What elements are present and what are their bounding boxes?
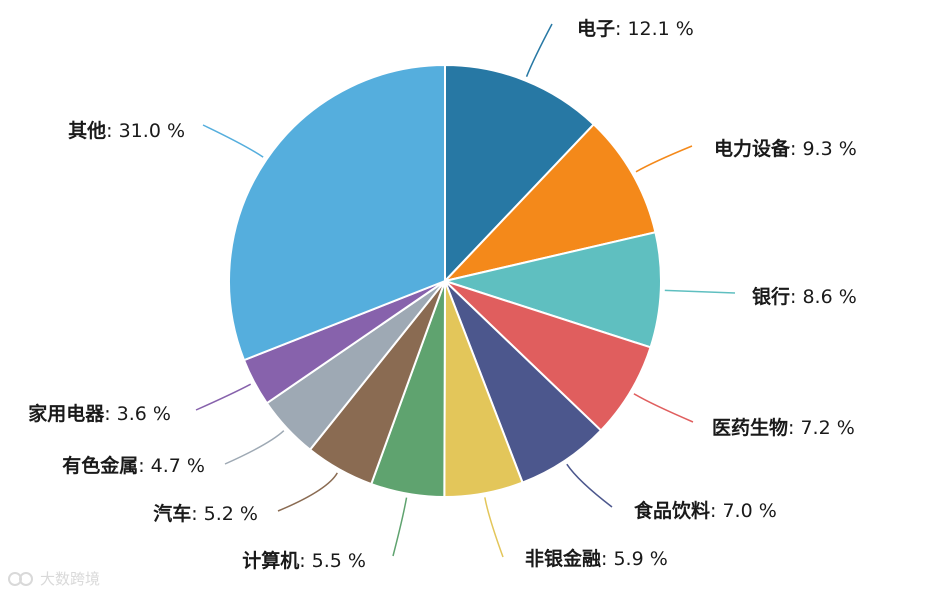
slice-label-name: 电子 xyxy=(577,17,615,40)
pie-slice-11 xyxy=(228,63,446,362)
slice-label-name: 银行 xyxy=(752,285,790,308)
slice-label-6: 非银金融: 5.9 % xyxy=(525,547,668,570)
leader-line-11 xyxy=(202,124,264,158)
leader-line-8 xyxy=(277,472,338,512)
watermark-text: 大数跨境 xyxy=(40,570,101,588)
pie-slice-2 xyxy=(441,122,657,283)
slice-label-9: 有色金属: 4.7 % xyxy=(62,454,205,477)
watermark: 大数跨境 xyxy=(8,568,100,589)
slice-label-value: : 12.1 % xyxy=(615,18,694,40)
slice-label-value: : 8.6 % xyxy=(790,286,857,308)
slice-label-value: : 7.2 % xyxy=(788,417,855,439)
slice-label-name: 其他 xyxy=(68,119,106,142)
leader-line-1 xyxy=(525,23,553,77)
slice-label-name: 电力设备 xyxy=(714,137,791,160)
slice-label-name: 家用电器 xyxy=(28,402,105,425)
pie-slice-3 xyxy=(441,231,662,349)
slice-label-value: : 4.7 % xyxy=(138,455,205,477)
slice-label-name: 汽车 xyxy=(153,502,191,525)
pie-slice-1 xyxy=(444,63,596,284)
slice-label-5: 食品饮料: 7.0 % xyxy=(634,499,777,522)
slice-label-8: 汽车: 5.2 % xyxy=(153,502,258,525)
slice-label-value: : 7.0 % xyxy=(710,500,777,522)
watermark-logo-icon xyxy=(8,571,33,586)
slice-label-10: 家用电器: 3.6 % xyxy=(28,402,171,425)
slice-label-value: : 5.2 % xyxy=(191,503,258,525)
leader-line-5 xyxy=(566,463,613,508)
slice-label-name: 医药生物 xyxy=(712,416,788,439)
leader-line-7 xyxy=(392,497,408,557)
slice-label-1: 电子: 12.1 % xyxy=(577,17,694,40)
slice-label-name: 有色金属 xyxy=(62,454,138,477)
slice-label-2: 电力设备: 9.3 % xyxy=(714,137,857,160)
slice-label-value: : 31.0 % xyxy=(106,120,185,142)
leader-line-6 xyxy=(484,497,504,558)
leader-line-3 xyxy=(664,289,736,294)
leader-line-2 xyxy=(635,145,693,173)
slice-label-name: 非银金融 xyxy=(525,547,601,570)
leader-line-10 xyxy=(195,383,252,411)
slice-label-3: 银行: 8.6 % xyxy=(752,285,857,308)
slice-label-4: 医药生物: 7.2 % xyxy=(712,416,855,439)
leader-line-9 xyxy=(224,430,285,465)
slice-label-11: 其他: 31.0 % xyxy=(68,119,185,142)
slice-label-name: 食品饮料 xyxy=(634,499,710,522)
leader-line-4 xyxy=(633,393,694,423)
pie-slices xyxy=(228,63,662,499)
slice-label-7: 计算机: 5.5 % xyxy=(242,549,366,572)
slice-label-value: : 5.9 % xyxy=(601,548,668,570)
slice-label-value: : 3.6 % xyxy=(104,403,171,425)
slice-labels: 电子: 12.1 % 电力设备: 9.3 % 银行: 8.6 % 医药生物: 7.2 … xyxy=(28,17,857,572)
leader-lines xyxy=(195,23,736,558)
slice-label-value: : 5.5 % xyxy=(299,550,366,572)
slice-label-name: 计算机 xyxy=(242,549,299,572)
slice-label-value: : 9.3 % xyxy=(790,138,857,160)
